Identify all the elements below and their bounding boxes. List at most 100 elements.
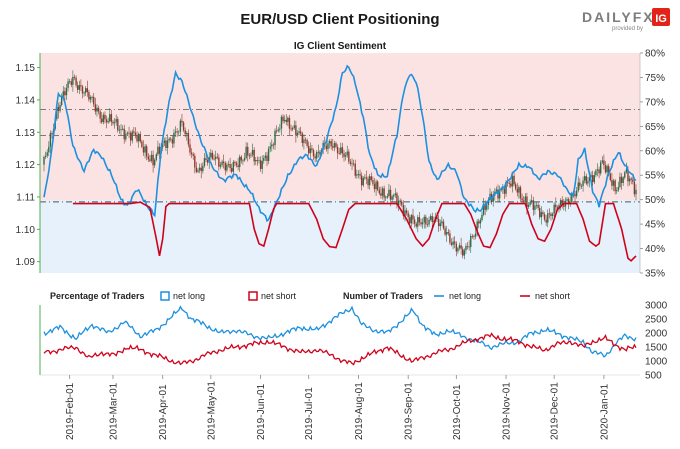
- candle-body: [200, 167, 202, 172]
- candle-body: [603, 160, 605, 166]
- candle-body: [248, 155, 251, 157]
- candle-body: [588, 176, 591, 182]
- candle-body: [624, 172, 626, 178]
- candle-body: [351, 163, 353, 165]
- candle-body: [271, 144, 273, 147]
- candle-body: [409, 217, 411, 224]
- candle-body: [197, 170, 199, 172]
- candle-body: [577, 182, 579, 191]
- candle-body: [399, 200, 401, 202]
- candle-body: [60, 96, 63, 106]
- candle-body: [125, 133, 127, 140]
- candle-body: [502, 188, 504, 190]
- candle-body: [157, 146, 159, 155]
- candle-body: [194, 155, 196, 168]
- right-tick-label: 35%: [645, 269, 665, 280]
- candle-body: [445, 232, 448, 235]
- trader-count-panel: 3000 2500 2000 1500 1000 500: [39, 301, 668, 382]
- candle-body: [237, 165, 239, 168]
- candle-body: [327, 143, 329, 150]
- candle-body: [455, 243, 458, 252]
- candle-body: [527, 204, 530, 208]
- candle-body: [537, 204, 539, 208]
- candle-body: [51, 133, 53, 135]
- candle-body: [571, 193, 573, 203]
- candle-body: [89, 97, 92, 100]
- candle-body: [608, 166, 610, 174]
- candle-body: [407, 213, 409, 218]
- candle-body: [620, 176, 623, 183]
- candle-body: [266, 155, 268, 161]
- candle-body: [567, 199, 570, 205]
- candle-body: [458, 245, 461, 249]
- candle-body: [231, 168, 233, 172]
- candle-body: [447, 232, 449, 234]
- candle-body: [417, 217, 419, 227]
- candle-body: [404, 210, 406, 217]
- candle-body: [317, 151, 320, 153]
- candle-body: [352, 163, 355, 165]
- candle-body: [115, 119, 117, 123]
- main-chart-title: IG Client Sentiment: [294, 41, 387, 52]
- candle-body: [211, 152, 214, 159]
- candle-body: [250, 154, 252, 156]
- candle-body: [158, 146, 161, 154]
- left-tick-label: 1.12: [16, 160, 36, 171]
- legend-long-swatch: [160, 291, 170, 301]
- candle-body: [101, 118, 103, 123]
- candle-body: [170, 138, 172, 140]
- candle-body: [561, 200, 563, 206]
- candle-body: [410, 215, 413, 224]
- left-tick-label: 1.13: [16, 128, 36, 139]
- candle-body: [145, 146, 148, 157]
- bottom-tick-label: 2500: [645, 315, 668, 326]
- candle-body: [219, 164, 222, 167]
- candle-body: [383, 188, 385, 198]
- candle-body: [585, 176, 587, 184]
- candle-body: [627, 169, 629, 182]
- candle-body: [59, 105, 61, 111]
- candle-body: [110, 114, 113, 122]
- candle-body: [346, 151, 348, 156]
- candle-body: [308, 145, 310, 154]
- left-axis-ticks: 1.15 1.14 1.13 1.12 1.11 1.10 1.09: [16, 63, 40, 268]
- x-tick-label: 2019-Apr-01: [158, 384, 169, 440]
- candle-body: [498, 190, 501, 199]
- candle-body: [301, 133, 303, 144]
- candle-body: [393, 195, 395, 197]
- candle-body: [263, 158, 265, 161]
- candle-body: [259, 160, 262, 169]
- candle-body: [272, 144, 275, 146]
- legend-pct-short: net short: [261, 291, 297, 301]
- candle-body: [247, 146, 249, 156]
- candle-body: [251, 149, 254, 155]
- candle-body: [293, 125, 295, 128]
- x-tick-label: 2019-Oct-01: [452, 384, 463, 440]
- candle-body: [612, 180, 615, 186]
- x-tick-label: 2019-Aug-01: [354, 382, 365, 440]
- legend-short-swatch: [248, 291, 258, 301]
- candle-body: [505, 182, 507, 194]
- candle-body: [611, 180, 613, 186]
- candle-body: [192, 154, 194, 156]
- candle-body: [261, 160, 263, 169]
- candle-body: [582, 180, 584, 186]
- candle-body: [279, 128, 281, 130]
- candle-body: [519, 187, 522, 199]
- candle-body: [433, 220, 435, 223]
- candle-body: [556, 207, 559, 210]
- candle-body: [168, 138, 170, 141]
- candle-body: [522, 200, 525, 202]
- x-tick-label: 2019-Jul-01: [304, 387, 315, 440]
- candle-body: [402, 205, 405, 217]
- candle-body: [579, 182, 581, 187]
- candle-body: [616, 190, 618, 192]
- candle-body: [566, 199, 568, 201]
- candle-body: [99, 111, 101, 119]
- candle-body: [506, 182, 509, 184]
- candle-body: [205, 158, 207, 160]
- candle-body: [198, 167, 201, 171]
- candle-body: [548, 213, 551, 215]
- candle-body: [373, 183, 376, 190]
